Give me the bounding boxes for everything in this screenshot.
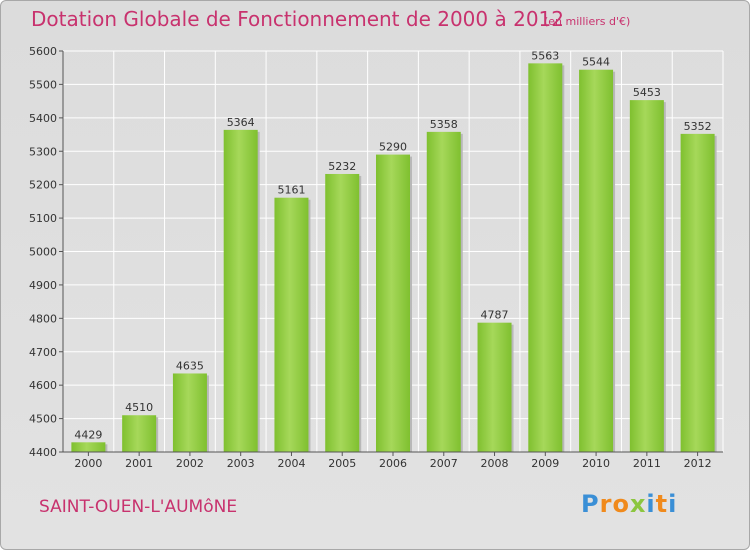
- bar: [172, 373, 207, 452]
- y-tick-label: 5000: [29, 246, 57, 259]
- y-tick-label: 4400: [29, 446, 57, 459]
- chart-title: Dotation Globale de Fonctionnement de 20…: [31, 7, 564, 31]
- x-tick-label: 2008: [481, 457, 509, 470]
- data-label: 5161: [277, 184, 305, 197]
- x-tick-label: 2006: [379, 457, 407, 470]
- y-tick-label: 4800: [29, 312, 57, 325]
- x-tick-label: 2003: [227, 457, 255, 470]
- proxiti-logo[interactable]: Proxiti: [581, 490, 677, 518]
- y-tick-label: 4500: [29, 413, 57, 426]
- x-tick-label: 2002: [176, 457, 204, 470]
- bar: [680, 133, 715, 452]
- logo-letter: i: [646, 490, 656, 518]
- x-tick-label: 2011: [633, 457, 661, 470]
- y-tick-label: 5300: [29, 145, 57, 158]
- logo-letter: i: [668, 490, 678, 518]
- data-label: 5453: [633, 86, 661, 99]
- y-axis: 4400 4500 4600 4700 4800 4900 5000 5100 5200 5300…: [29, 45, 64, 459]
- data-label: 5364: [227, 116, 255, 129]
- logo-letter: x: [629, 490, 647, 518]
- bar: [528, 63, 563, 452]
- x-tick-label: 2000: [74, 457, 102, 470]
- y-tick-label: 4600: [29, 379, 57, 392]
- y-tick-label: 5500: [29, 78, 57, 91]
- x-tick-label: 2012: [684, 457, 712, 470]
- data-label: 4635: [176, 359, 204, 372]
- x-tick-label: 2005: [328, 457, 356, 470]
- data-labels: 4429 4510 4635 5364 5161 5232 5290 5358 4787 5563…: [74, 49, 711, 441]
- data-label: 5290: [379, 141, 407, 154]
- logo-letter: P: [581, 490, 600, 518]
- data-label: 5544: [582, 56, 610, 69]
- bar: [426, 131, 461, 452]
- commune-name: SAINT-OUEN-L'AUMôNE: [39, 497, 238, 517]
- bar: [376, 154, 410, 452]
- bar: [223, 129, 258, 452]
- x-axis: 2000 2001 2002 2003 2004 2005 2006 2007 2008 2009…: [63, 451, 723, 470]
- data-label: 4429: [74, 428, 102, 441]
- y-tick-label: 5600: [29, 45, 57, 58]
- y-tick-label: 5100: [29, 212, 57, 225]
- bar: [477, 322, 512, 452]
- data-label: 5352: [684, 120, 712, 133]
- bar: [122, 415, 157, 452]
- data-label: 4787: [481, 309, 509, 322]
- data-label: 5563: [531, 49, 559, 62]
- bar: [579, 69, 614, 453]
- bar: [71, 442, 106, 452]
- logo-letter: r: [599, 490, 613, 518]
- x-tick-label: 2009: [531, 457, 559, 470]
- chart-unit-label: (en milliers d'€): [544, 15, 631, 28]
- logo-letter: o: [612, 490, 630, 518]
- x-tick-label: 2001: [125, 457, 153, 470]
- data-label: 5232: [328, 160, 356, 173]
- y-tick-label: 4900: [29, 279, 57, 292]
- bars: [71, 63, 717, 453]
- bar: [629, 100, 664, 452]
- logo-letter: t: [655, 490, 669, 518]
- y-tick-label: 5400: [29, 112, 57, 125]
- x-tick-label: 2010: [582, 457, 610, 470]
- x-tick-label: 2007: [430, 457, 458, 470]
- y-tick-label: 5200: [29, 179, 57, 192]
- data-label: 5358: [430, 118, 458, 131]
- data-label: 4510: [125, 401, 153, 414]
- y-tick-label: 4700: [29, 346, 57, 359]
- bar: [325, 173, 360, 452]
- x-tick-label: 2004: [277, 457, 305, 470]
- bar: [274, 197, 309, 452]
